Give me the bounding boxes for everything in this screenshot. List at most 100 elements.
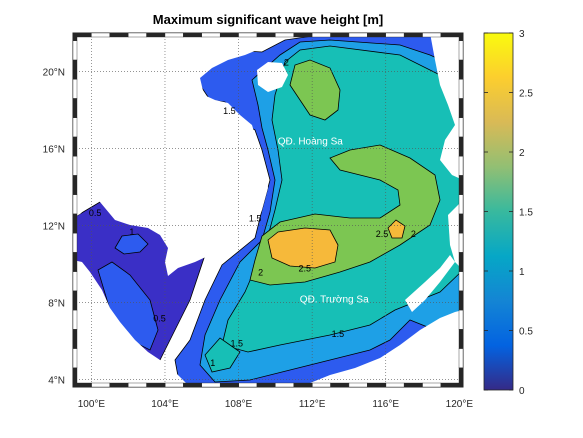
frame-bar-left [72,59,78,80]
frame-bar-left [72,329,78,349]
x-tick-label: 108°E [225,399,253,410]
land-sumatra-corner [73,360,120,387]
y-tick-labels: 4°N 8°N 12°N 16°N 20°N [43,67,77,386]
frame-bar-bottom [440,382,460,388]
frame-bar-right [458,32,464,41]
x-tick-label: 120°E [446,399,474,410]
contour-label: 0.5 [153,314,166,324]
frame-bar-right [458,40,464,61]
region-annotation: QĐ. Hoàng Sa [278,137,343,148]
contour-label: 1 [129,227,134,237]
frame-bar-left [72,136,78,157]
frame-bar-top [238,32,258,38]
frame-bar-left [72,309,78,330]
frame-bar-bottom [146,382,166,388]
frame-bar-left [72,155,78,176]
land-luzon [430,33,463,180]
frame-bar-left [72,175,78,195]
frame-bar-bottom [385,382,405,388]
frame-bar-right [458,98,464,118]
frame-bar-left [72,40,78,61]
frame-bar-right [458,252,464,272]
frame-bar-bottom [109,382,129,388]
y-tick-label: 16°N [43,144,65,155]
frame-bar-bottom [275,382,294,388]
frame-bar-left [72,213,78,234]
frame-bar-top [385,32,405,38]
frame-bar-top [311,32,331,38]
colorbar-tick-label: 3 [519,29,525,40]
frame-bar-right [458,155,464,176]
frame-bar-top [91,32,110,38]
x-tick-labels: 100°E 104°E 108°E 112°E 116°E 120°E [78,383,474,410]
contour-label: 2 [411,229,416,239]
colorbar-ticks: 0 0.5 1 1.5 2 2.5 3 [484,29,533,397]
frame-bar-bottom [238,382,258,388]
frame-bar-left [72,252,78,272]
frame-bar-top [146,32,166,38]
contour-label: 1.5 [223,106,236,116]
map-frame [72,32,464,388]
frame-bar-bottom [256,382,276,388]
wave-height-map [73,33,463,387]
contour-label: 2 [284,58,289,68]
frame-bar-top [127,32,147,38]
contour-labels: 2.5 2 2 2 2.5 1.5 1.5 1.5 1.5 1 1 0.5 0.5 [89,58,416,368]
x-tick-label: 100°E [78,399,106,410]
frame-bar-bottom [311,382,331,388]
x-tick-label: 104°E [151,399,179,410]
frame-bar-top [293,32,313,38]
band-2.5-3-east [387,219,406,239]
colorbar-tick-label: 1 [519,267,525,278]
frame-bar-bottom [367,382,386,388]
frame-bar-left [72,290,78,311]
land-borneo [300,310,463,387]
frame-bar-right [458,194,464,215]
contour-label: 1.5 [249,214,262,224]
frame-bar-right [458,78,464,99]
frame-bar-right [458,117,464,138]
frame-bar-bottom [403,382,423,388]
colorbar-tick-label: 1.5 [519,208,533,219]
chart-title: Maximum significant wave height [m] [153,12,383,27]
band-1.5-2-sw [204,337,241,373]
frame-bar-left [72,271,78,292]
frame-bar-left [72,367,78,388]
frame-bar-bottom [201,382,221,388]
y-tick-label: 20°N [43,67,65,78]
frame-bar-bottom [348,382,368,388]
contour-label: 2.5 [299,264,312,274]
frame-bar-top [256,32,276,38]
contour-label: 2.5 [376,229,389,239]
annotations: QĐ. Hoàng Sa QĐ. Trường Sa [278,137,369,306]
frame-bar-bottom [219,382,239,388]
frame-bar-bottom [293,382,313,388]
frame-bar-top [348,32,368,38]
frame-bar-left [72,98,78,118]
frame-bar-top [403,32,423,38]
contour-label: 0.5 [89,208,102,218]
frame-bar-bottom [164,382,184,388]
x-tick-label: 116°E [372,399,399,410]
frame-bar-top [422,32,442,38]
frame-bar-right [458,348,464,368]
frame-bar-top [183,32,202,38]
frame-bar-left [72,348,78,368]
frame-bar-top [440,32,460,38]
frame-bar-bottom [422,382,442,388]
frame-bar-bottom [127,382,147,388]
band-2.5-3 [267,227,339,269]
grid [73,33,463,387]
land-malay-peninsula [73,260,190,387]
frame-bar-left [72,117,78,138]
contour-label: 1.5 [332,329,345,339]
frame-bar-right [458,59,464,80]
frame-bar-left [72,78,78,99]
region-annotation: QĐ. Trường Sa [300,294,369,305]
contour-label: 2 [258,267,263,277]
band-0.5-1-gulf [114,233,149,255]
frame-bar-left [72,32,78,41]
frame-bar-top [275,32,294,38]
contour-label: 1.5 [230,339,243,349]
